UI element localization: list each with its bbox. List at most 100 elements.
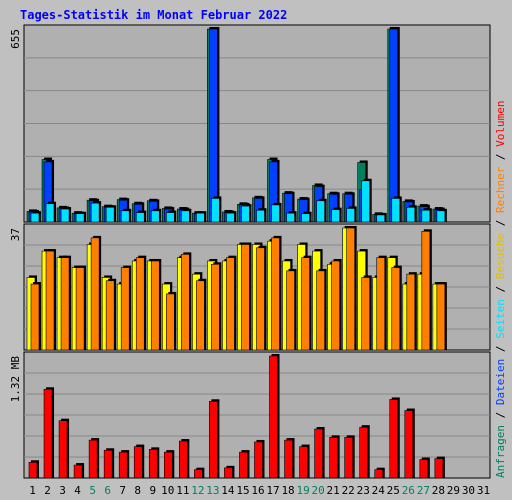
bar-volumen-day-12 [194,467,205,479]
bar [376,214,386,223]
bar [60,257,70,351]
bar-rechner-day-18 [286,268,297,351]
bar [181,210,190,223]
bar [269,355,278,479]
x-tick-label: 6 [104,484,111,497]
legend-entry: / [494,339,507,359]
bar [346,208,355,223]
bar [256,247,265,351]
x-tick-label: 14 [221,484,235,497]
bar [436,210,446,223]
x-tick-label: 28 [432,484,445,497]
bar [120,210,130,223]
bar-volumen-day-1 [28,460,39,479]
x-tick-label: 2 [44,484,51,497]
bar-volumen-day-25 [389,397,400,479]
bar [150,260,160,351]
bar [301,257,310,351]
right-legend: Anfragen / Dateien / Seiten / Besuche / … [494,100,507,478]
bar-rechner-day-15 [241,242,252,351]
bar [135,257,145,351]
bar-volumen-day-2 [43,387,55,479]
bar-seiten-day-2 [45,201,57,223]
bar [90,237,100,351]
bar-volumen-day-27 [419,457,430,479]
x-tick-label: 9 [149,484,156,497]
bar [389,399,399,479]
x-tick-label: 13 [206,484,219,497]
legend-entry: / [494,279,507,299]
bar [75,267,85,351]
bar [286,212,295,223]
bar-rechner-day-17 [271,235,282,351]
legend-entry: Anfragen [494,425,507,478]
y-max-label: 1.32 MB [9,356,22,403]
bar [406,206,416,223]
bar-rechner-day-9 [150,258,162,351]
bar-seiten-day-1 [30,211,41,223]
legend-entry: Dateien [494,359,507,405]
x-tick-label: 18 [281,484,294,497]
y-max-label: 37 [9,228,22,241]
bar [45,203,55,223]
x-tick-label: 27 [417,484,430,497]
bar [58,420,68,479]
bar [419,459,429,479]
x-tick-label: 20 [312,484,325,497]
bar-volumen-day-20 [314,427,325,479]
bar-rechner-day-8 [135,255,147,351]
bar [224,467,233,479]
bar [301,213,310,223]
bar [118,451,128,479]
bar [181,254,190,351]
legend-entry: / [494,213,507,233]
bar-volumen-day-11 [179,439,190,479]
x-tick-label: 11 [176,484,189,497]
bar-rechner-day-3 [60,255,72,351]
bar-volumen-day-24 [374,467,385,479]
bar [256,209,265,223]
bar-seiten-day-14 [226,211,237,223]
x-tick-label: 25 [387,484,400,497]
bar-seiten-day-22 [346,206,357,223]
bar-seiten-day-9 [150,208,162,223]
chart-title: Tages-Statistik im Monat Februar 2022 [20,8,287,22]
bar [316,200,325,223]
x-tick-label: 4 [74,484,81,497]
bar [329,437,338,479]
legend-entry: Volumen [494,100,507,146]
bar [196,212,205,223]
bar-rechner-day-19 [301,255,312,351]
x-tick-label: 3 [59,484,66,497]
bar [241,244,250,351]
bar-rechner-day-11 [181,252,192,351]
bar-seiten-day-23 [361,178,372,223]
chart-panels: 655 37 1.32 MB [9,24,491,479]
bar-rechner-day-22 [346,226,357,351]
bar [344,437,353,479]
x-tick-label: 31 [477,484,490,497]
bar-volumen-day-5 [88,438,100,479]
bar-rechner-day-23 [361,275,372,351]
bar-rechner-day-7 [120,265,132,351]
bar-seiten-day-26 [406,205,417,223]
bar [391,267,401,351]
bar-rechner-day-14 [226,255,237,351]
bar-rechner-day-16 [256,245,267,351]
x-tick-label: 16 [251,484,264,497]
bar [30,212,40,223]
x-tick-label: 17 [266,484,279,497]
bar-seiten-day-17 [271,202,282,223]
bar-seiten-day-7 [120,208,132,223]
bar-rechner-day-20 [316,268,327,351]
bar-volumen-day-7 [118,450,130,479]
bar [60,208,70,223]
bar [226,257,235,351]
bar-volumen-day-15 [239,450,250,479]
bar-rechner-day-13 [211,262,222,351]
bar [88,439,98,479]
bar [436,283,446,351]
x-tick-label: 1 [29,484,36,497]
